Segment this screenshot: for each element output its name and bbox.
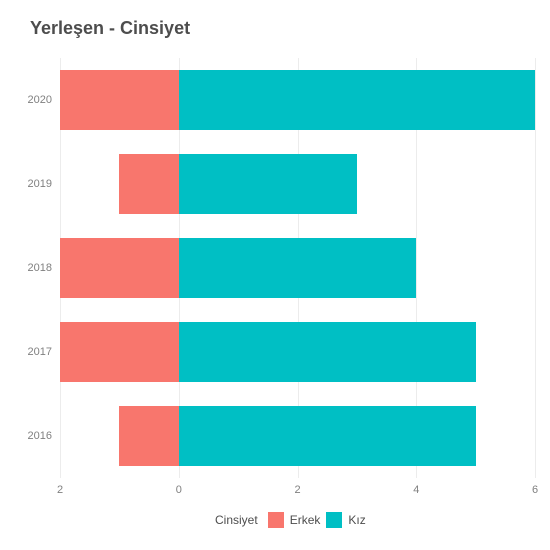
bar-erkek [119,154,178,214]
legend-label-kiz: Kız [348,513,365,527]
x-axis-label: 6 [532,478,538,496]
y-axis-label: 2017 [28,346,60,358]
x-axis-label: 2 [294,478,300,496]
plot-area: 2024620202019201820172016 [60,58,535,478]
chart-title: Yerleşen - Cinsiyet [30,18,190,39]
bar-group [60,154,535,214]
y-axis-label: 2020 [28,94,60,106]
bar-erkek [119,406,178,466]
bar-kiz [179,70,535,130]
bar-kiz [179,406,476,466]
bar-group [60,322,535,382]
bar-group [60,406,535,466]
legend-label-erkek: Erkek [290,513,321,527]
bar-kiz [179,154,357,214]
grid-line [535,58,536,478]
chart-container: Yerleşen - Cinsiyet202462020201920182017… [0,0,550,550]
bar-kiz [179,238,417,298]
x-axis-label: 0 [176,478,182,496]
y-axis-label: 2018 [28,262,60,274]
x-axis-label: 4 [413,478,419,496]
y-axis-label: 2019 [28,178,60,190]
bar-group [60,238,535,298]
x-axis-label: 2 [57,478,63,496]
bar-erkek [60,322,179,382]
legend-swatch-kiz [326,512,342,528]
y-axis-label: 2016 [28,430,60,442]
legend: Cinsiyet Erkek Kız [215,512,366,528]
bar-erkek [60,70,179,130]
legend-title: Cinsiyet [215,513,258,527]
legend-swatch-erkek [268,512,284,528]
bar-group [60,70,535,130]
bar-erkek [60,238,179,298]
bar-kiz [179,322,476,382]
